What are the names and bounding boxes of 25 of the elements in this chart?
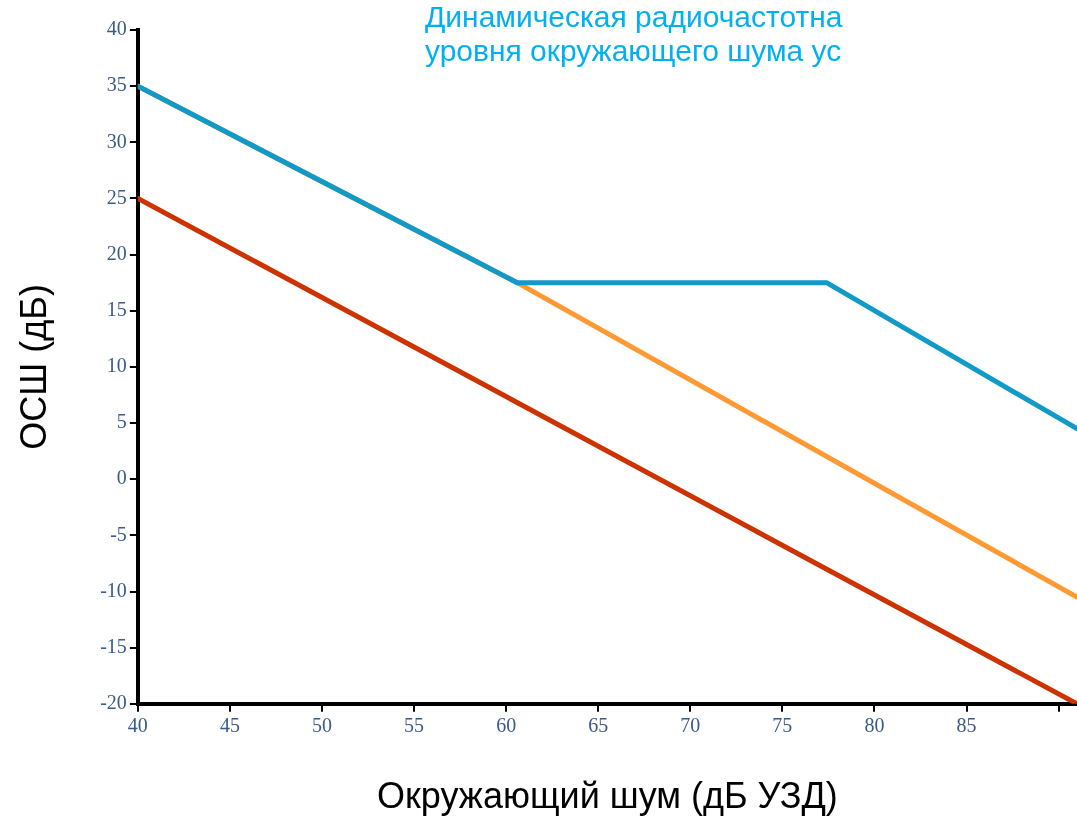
x-tick-label: 85 <box>956 714 977 737</box>
y-tick-label: 15 <box>106 298 127 320</box>
x-tick-label: 50 <box>312 714 333 737</box>
y-tick-label: -10 <box>100 578 127 601</box>
y-axis-title: ОСШ (дБ) <box>12 284 54 450</box>
y-tick-label: 10 <box>106 354 127 377</box>
chart-title: Динамическая радиочастотна уровня окружающего шума ус <box>425 0 843 68</box>
x-tick-label: 80 <box>864 714 885 737</box>
x-tick-label: 65 <box>588 714 609 737</box>
y-tick-label: 35 <box>106 73 127 96</box>
x-tick-label: 70 <box>680 714 701 737</box>
y-tick-label: -5 <box>110 522 127 545</box>
y-tick-label: -15 <box>100 634 127 657</box>
y-tick-label: 40 <box>106 17 127 40</box>
y-tick-label: 20 <box>106 241 127 264</box>
y-tick-label: 0 <box>116 466 127 489</box>
y-tick-label: -20 <box>100 691 127 714</box>
x-tick-label: 60 <box>496 714 517 737</box>
x-tick-label: 45 <box>219 714 240 737</box>
y-tick-label: 5 <box>116 410 127 433</box>
y-tick-label: 30 <box>106 129 127 152</box>
x-tick-label: 75 <box>772 714 793 737</box>
x-axis-title: Окружающий шум (дБ УЗД) <box>377 775 838 817</box>
x-tick-label: 55 <box>404 714 425 737</box>
y-tick-label: 25 <box>106 185 127 208</box>
